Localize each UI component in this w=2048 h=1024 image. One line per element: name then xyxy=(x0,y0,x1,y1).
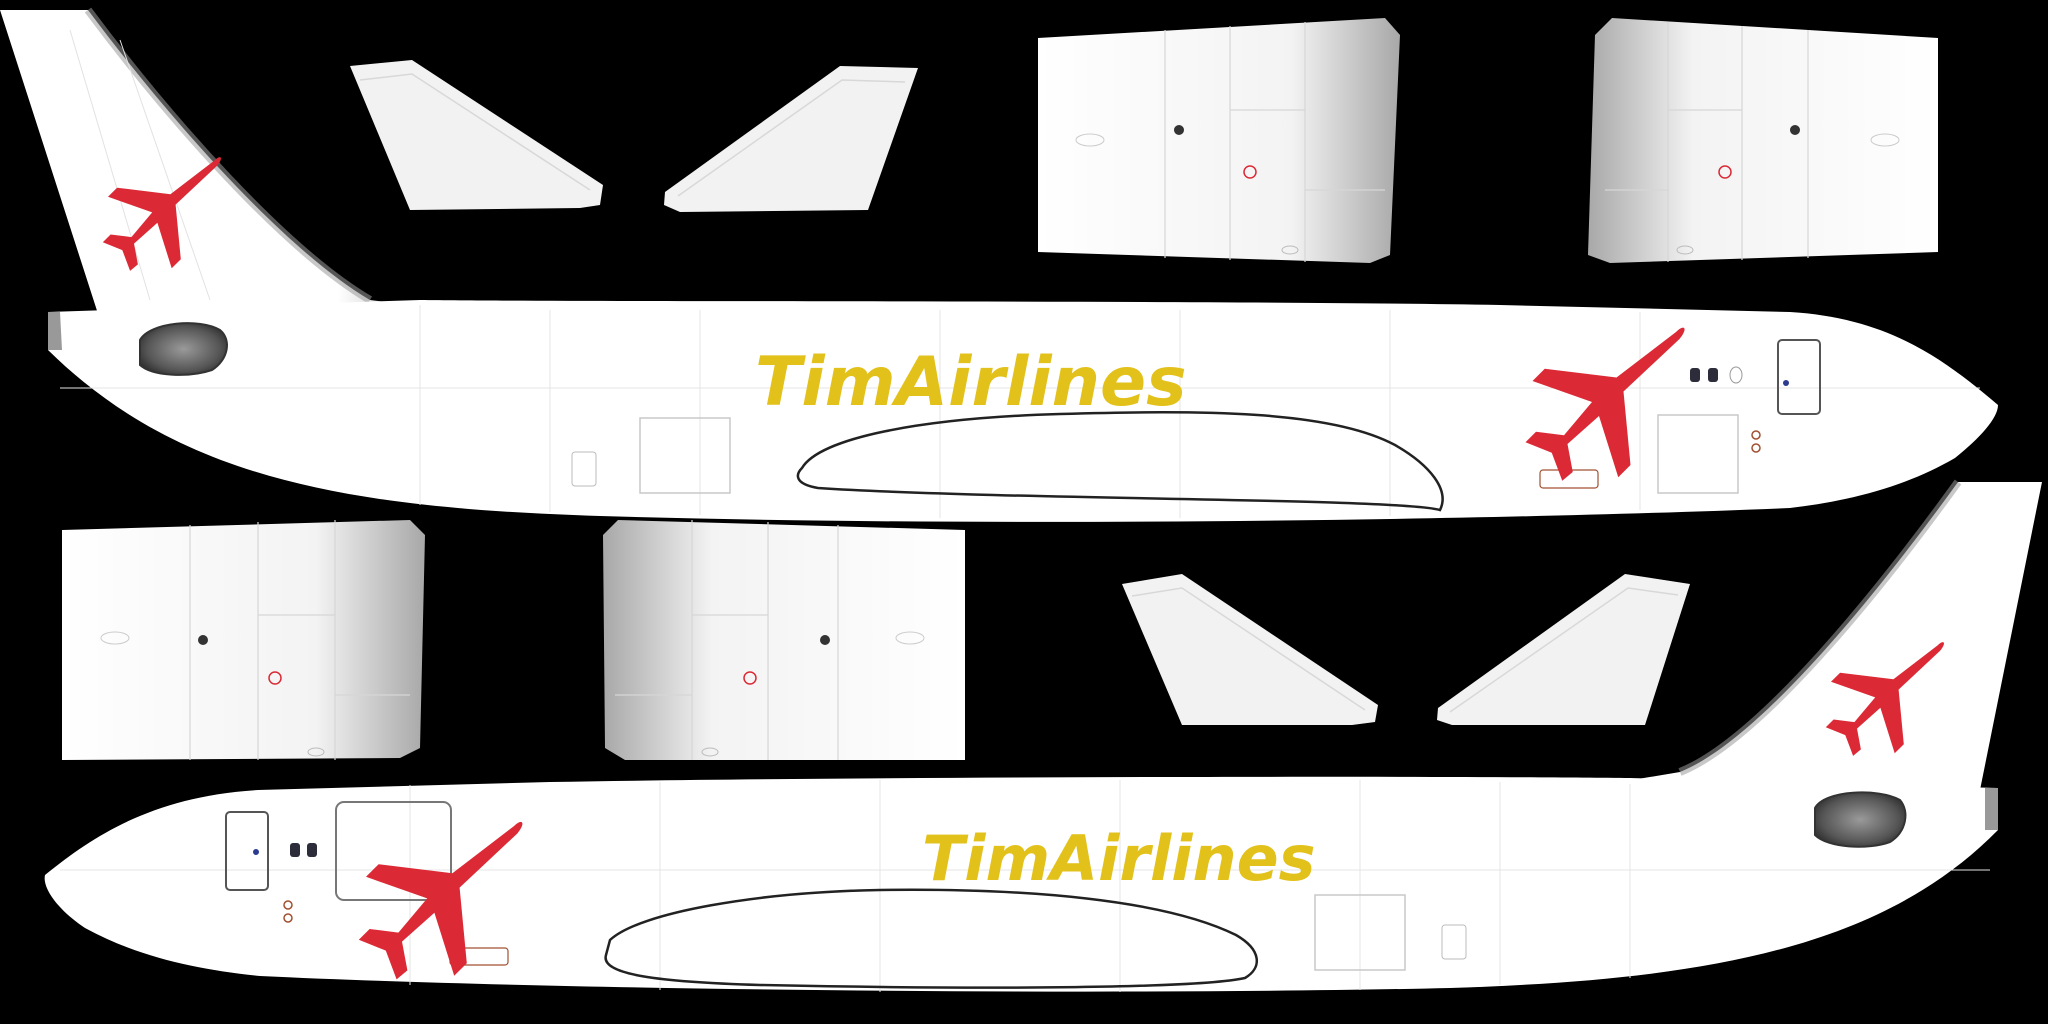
lower-cockpit-windows xyxy=(290,843,317,857)
lower-left-stabilizer xyxy=(1122,574,1378,725)
lower-service-hatch xyxy=(1441,924,1467,960)
lower-engine-panel-right xyxy=(603,520,965,760)
upper-service-hatch xyxy=(571,451,597,487)
upper-engine-panel-right xyxy=(1588,18,1938,263)
upper-airline-title: TimAirlines xyxy=(755,343,1187,422)
upper-fuselage: TimAirlines xyxy=(48,300,1998,522)
upper-cargo-door-aft xyxy=(639,417,731,494)
upper-cargo-door-fwd xyxy=(1657,414,1739,494)
lower-wing-root-outline xyxy=(604,888,1259,989)
lower-fuselage: TimAirlines xyxy=(44,776,1998,992)
upper-cockpit-windows xyxy=(1690,366,1743,384)
lower-main-cargo-door xyxy=(335,801,452,901)
upper-tail-fin xyxy=(0,7,450,320)
upper-engine-panel-left xyxy=(1038,18,1400,263)
lower-right-stabilizer xyxy=(1437,574,1690,725)
lower-engine-panel-left xyxy=(62,520,425,760)
upper-tail-light xyxy=(139,322,228,376)
upper-left-stabilizer xyxy=(350,60,603,210)
upper-wing-root-outline xyxy=(796,410,1444,512)
lower-tail-light xyxy=(1814,791,1907,848)
lower-airline-title: TimAirlines xyxy=(922,822,1316,895)
upper-right-stabilizer xyxy=(664,66,918,212)
lower-tail-fin xyxy=(1620,479,2042,790)
lower-cargo-door-aft xyxy=(1314,894,1406,971)
lower-forward-door xyxy=(225,811,269,891)
upper-forward-door xyxy=(1777,339,1821,415)
